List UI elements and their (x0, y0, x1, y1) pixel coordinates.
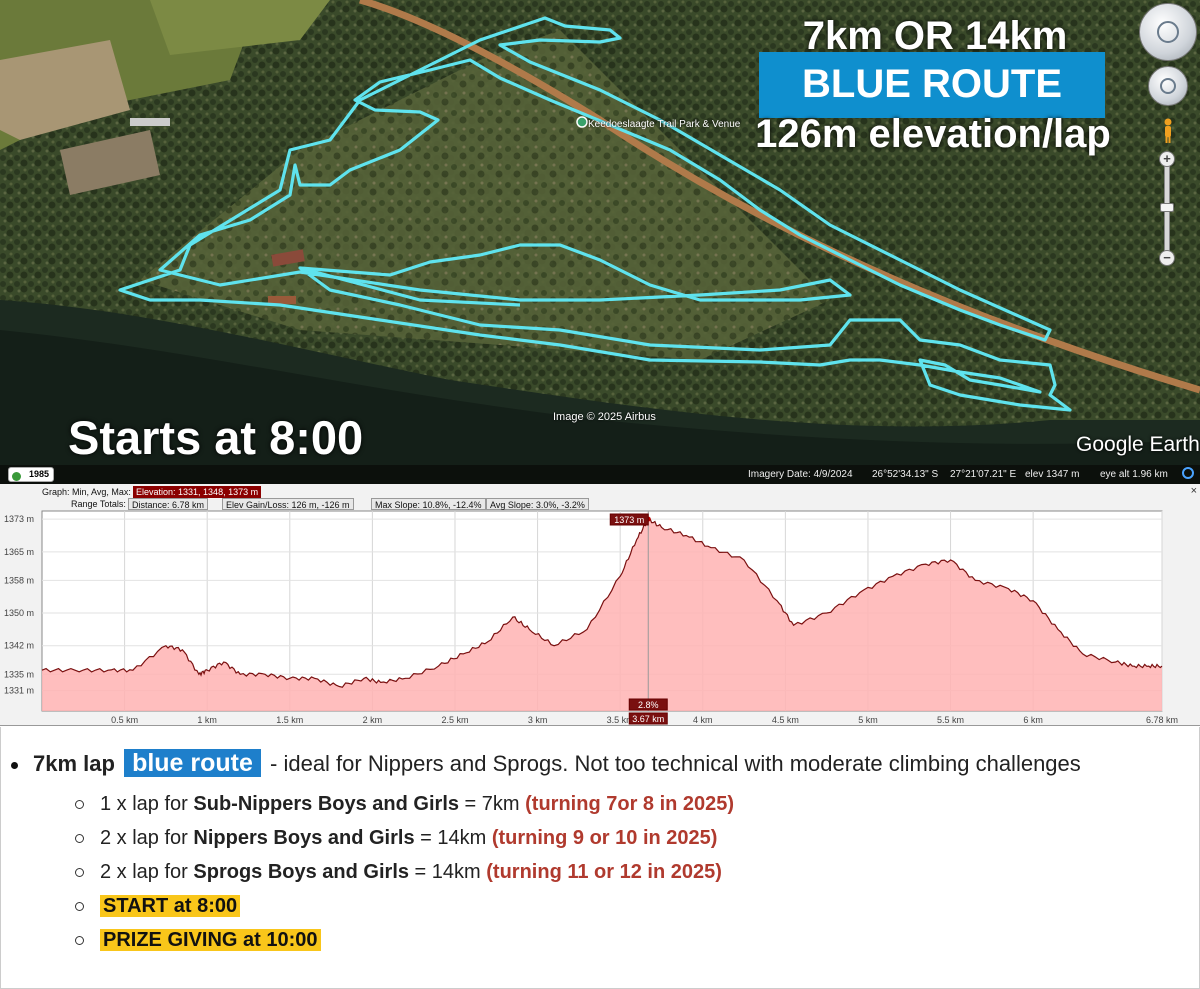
map-status-bar: 1985 Imagery Date: 4/9/2024 26°52'34.13"… (0, 465, 1200, 484)
list-item-start: START at 8:00 (75, 895, 241, 918)
bullet-disc-icon (11, 761, 18, 769)
pegman-icon[interactable] (1163, 118, 1173, 144)
x-tick-label: 6.78 km (1146, 715, 1178, 725)
historical-imagery-button[interactable]: 1985 (8, 467, 54, 482)
x-tick-label: 4.5 km (772, 715, 799, 725)
list-item: 2 x lap for Sprogs Boys and Girls = 14km… (75, 861, 722, 884)
y-tick-label: 1331 m (4, 686, 34, 696)
streaming-icon (1182, 467, 1194, 479)
x-tick-label: 2.5 km (441, 715, 468, 725)
x-tick-label: 0.5 km (111, 715, 138, 725)
cursor-elevation-label: 1373 m (614, 515, 644, 525)
elevation-profile-panel: Graph: Min, Avg, Max: Elevation: 1331, 1… (0, 484, 1200, 726)
circle-bullet-icon (75, 834, 84, 844)
y-tick-label: 1342 m (4, 641, 34, 651)
overlay-start-time: Starts at 8:00 (68, 411, 364, 464)
item-category: Sub-Nippers Boys and Girls (193, 793, 459, 815)
avg-slope-stat: Avg Slope: 3.0%, -3.2% (486, 498, 589, 510)
longitude: 27°21'07.21" E (950, 469, 1017, 480)
range-totals-label: Range Totals: (71, 499, 126, 509)
item-category: Sprogs Boys and Girls (193, 861, 409, 883)
gain-loss-stat: Elev Gain/Loss: 126 m, -126 m (222, 498, 354, 510)
zoom-in-icon[interactable]: + (1159, 151, 1175, 167)
zoom-slider-thumb[interactable] (1160, 203, 1174, 212)
close-profile-icon[interactable]: × (1190, 485, 1197, 497)
look-around-control-icon[interactable] (1139, 3, 1197, 61)
x-tick-label: 3.5 km (607, 715, 634, 725)
satellite-map[interactable]: 7km OR 14km BLUE ROUTE 126m elevation/la… (0, 0, 1200, 484)
graph-label: Graph: Min, Avg, Max: (42, 487, 131, 497)
x-tick-label: 2 km (363, 715, 383, 725)
google-earth-logo: Google Earth (1076, 433, 1200, 456)
y-tick-label: 1350 m (4, 608, 34, 618)
clock-icon (12, 472, 21, 481)
x-tick-label: 1.5 km (276, 715, 303, 725)
item-prefix: 1 x lap for (100, 793, 194, 815)
distance-stat: Distance: 6.78 km (128, 498, 209, 510)
max-slope-stat: Max Slope: 10.8%, -12.4% (371, 498, 486, 510)
circle-bullet-icon (75, 868, 84, 878)
item-distance: = 14km (409, 861, 487, 883)
start-time-highlight: START at 8:00 (100, 895, 241, 917)
y-tick-label: 1358 m (4, 575, 34, 585)
y-tick-label: 1373 m (4, 514, 34, 524)
blue-route-badge: blue route (124, 749, 261, 777)
x-tick-label: 5 km (858, 715, 878, 725)
overlay-distance: 7km OR 14km (802, 14, 1068, 58)
blue-route-line (118, 16, 1072, 412)
elevation-area (42, 518, 1162, 711)
prize-giving-highlight: PRIZE GIVING at 10:00 (100, 929, 321, 951)
elevation-chart[interactable]: 0.5 km 1 km 1.5 km 2 km 2.5 km 3 km 3.5 km 4 km… (0, 484, 1200, 726)
overlay-elevation: 126m elevation/lap (755, 112, 1111, 156)
move-control-icon[interactable] (1148, 66, 1188, 106)
venue-pin-icon (576, 116, 588, 128)
cursor-slope-label: 2.8% (638, 700, 659, 710)
latitude: 26°52'34.13" S (872, 469, 939, 480)
historical-year: 1985 (29, 469, 50, 479)
elevation-stats: Elevation: 1331, 1348, 1373 m (133, 486, 262, 498)
cursor-elevation-label-box (609, 513, 649, 526)
item-category: Nippers Boys and Girls (193, 827, 415, 849)
item-age-note: (turning 9 or 10 in 2025) (491, 827, 718, 849)
elevation-line (41, 517, 1163, 688)
circle-bullet-icon (75, 902, 84, 912)
main-description: - ideal for Nippers and Sprogs. Not too … (263, 751, 1081, 776)
cursor-distance-label-box (628, 712, 668, 725)
item-distance: = 14km (414, 827, 492, 849)
cursor-slope-label-box (628, 698, 668, 711)
x-tick-label: 5.5 km (937, 715, 964, 725)
x-tick-label: 6 km (1023, 715, 1043, 725)
route-notes: 7km lap blue route - ideal for Nippers a… (0, 727, 1200, 989)
x-tick-label: 3 km (528, 715, 548, 725)
list-item-prize: PRIZE GIVING at 10:00 (75, 929, 321, 952)
lap-label: 7km lap (33, 751, 115, 776)
cursor-distance-label: 3.67 km (632, 714, 664, 724)
overlay-route-name: BLUE ROUTE (759, 52, 1105, 118)
list-item: 2 x lap for Nippers Boys and Girls = 14k… (75, 827, 717, 850)
venue-label[interactable]: Keedoeslaagte Trail Park & Venue (588, 119, 741, 130)
list-item: 1 x lap for Sub-Nippers Boys and Girls =… (75, 793, 734, 816)
x-tick-label: 1 km (197, 715, 217, 725)
item-prefix: 2 x lap for (100, 861, 194, 883)
item-distance: = 7km (459, 793, 526, 815)
item-age-note: (turning 11 or 12 in 2025) (486, 861, 722, 883)
main-bullet: 7km lap blue route - ideal for Nippers a… (9, 749, 1081, 778)
elevation-readout: elev 1347 m (1025, 469, 1080, 480)
eye-altitude: eye alt 1.96 km (1100, 469, 1168, 480)
item-prefix: 2 x lap for (100, 827, 194, 849)
y-tick-label: 1365 m (4, 547, 34, 557)
imagery-copyright: Image © 2025 Airbus (553, 411, 656, 423)
y-tick-label: 1335 m (4, 669, 34, 679)
x-tick-label: 4 km (693, 715, 713, 725)
item-age-note: (turning 7or 8 in 2025) (525, 793, 735, 815)
circle-bullet-icon (75, 800, 84, 810)
zoom-out-icon[interactable]: − (1159, 250, 1175, 266)
circle-bullet-icon (75, 936, 84, 946)
imagery-date: Imagery Date: 4/9/2024 (748, 469, 853, 480)
